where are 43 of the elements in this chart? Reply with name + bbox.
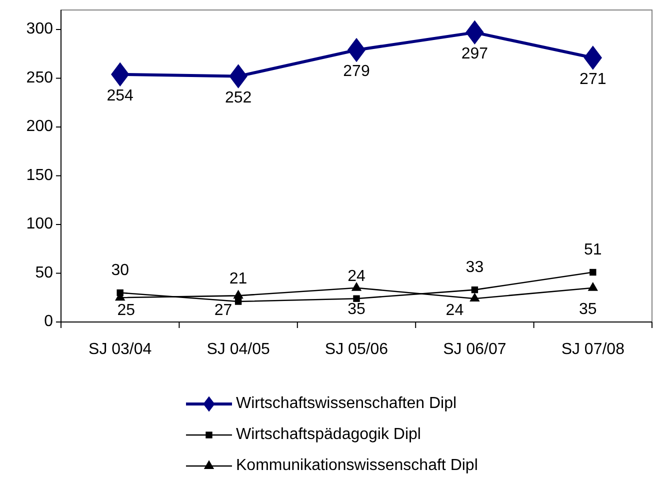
- y-tick-label: 200: [26, 118, 54, 136]
- point: [110, 62, 130, 86]
- y-tick-label: 250: [26, 69, 54, 86]
- x-tick-label: SJ 05/06: [324, 341, 388, 358]
- data-label: 24: [446, 302, 464, 320]
- point: [588, 282, 598, 291]
- data-label: 21: [229, 270, 248, 288]
- point: [229, 64, 248, 88]
- data-label: 27: [214, 302, 232, 320]
- point: [233, 290, 244, 299]
- x-tick-label: SJ 06/07: [443, 341, 506, 358]
- legend-label: Kommunikationswissenschaft Dipl: [236, 457, 478, 474]
- y-tick-label: 50: [35, 264, 54, 282]
- data-label: 25: [117, 302, 136, 320]
- point: [466, 20, 484, 45]
- legend-label: Wirtschaftswissenschaften Dipl: [236, 395, 457, 412]
- data-label: 30: [111, 262, 130, 279]
- point: [351, 282, 362, 291]
- data-label: 252: [224, 90, 252, 107]
- data-label: 35: [348, 301, 366, 318]
- point: [590, 268, 596, 276]
- data-label: 24: [348, 268, 366, 285]
- x-tick-label: SJ 03/04: [88, 341, 152, 358]
- data-label: 297: [461, 46, 488, 63]
- point: [353, 295, 360, 302]
- data-label: 279: [343, 63, 370, 80]
- y-tick-label: 150: [26, 166, 54, 184]
- point: [584, 46, 602, 70]
- data-label: 33: [466, 259, 484, 276]
- point: [347, 38, 366, 62]
- y-tick-label: 0: [44, 313, 54, 330]
- y-tick-label: 300: [26, 20, 54, 38]
- data-label: 35: [579, 301, 597, 318]
- x-tick-label: SJ 04/05: [206, 341, 270, 358]
- data-label: 271: [580, 70, 606, 88]
- y-tick-label: 100: [26, 216, 54, 233]
- x-tick-label: SJ 07/08: [561, 341, 625, 358]
- point: [234, 298, 242, 305]
- data-label: 51: [584, 241, 602, 259]
- legend-label: Wirtschaftspädagogik Dipl: [236, 426, 421, 444]
- point: [470, 292, 480, 302]
- data-label: 254: [106, 88, 134, 105]
- point: [471, 286, 478, 294]
